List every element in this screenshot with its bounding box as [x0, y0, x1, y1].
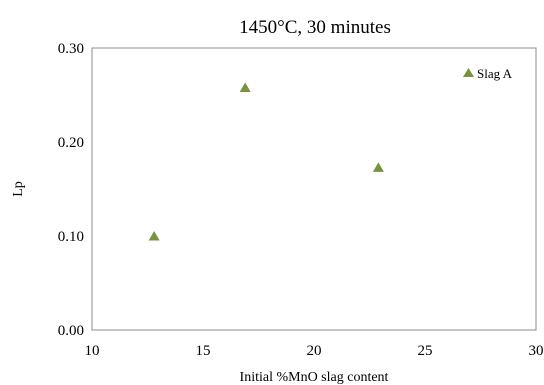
plot-area [91, 47, 537, 331]
x-tick-label: 15 [196, 343, 211, 359]
legend: Slag A [463, 66, 513, 81]
y-axis-label: Lp [11, 181, 26, 197]
x-axis-ticks: 10 15 20 25 30 [85, 343, 544, 359]
y-tick-label: 0.00 [58, 323, 84, 339]
x-tick-label: 10 [85, 343, 100, 359]
x-tick-label: 20 [307, 343, 322, 359]
y-tick-label: 0.20 [58, 135, 84, 151]
data-point [372, 162, 384, 172]
x-tick-label: 30 [529, 343, 544, 359]
y-tick-label: 0.10 [58, 229, 84, 245]
x-axis-label: Initial %MnO slag content [240, 370, 389, 385]
legend-label-slag-a: Slag A [477, 66, 513, 81]
data-point [148, 231, 160, 241]
data-points [148, 82, 384, 241]
data-point [239, 82, 251, 92]
chart-title: 1450°C, 30 minutes [239, 17, 391, 38]
y-axis-ticks: 0.00 0.10 0.20 0.30 [58, 41, 84, 339]
y-tick-label: 0.30 [58, 41, 84, 57]
legend-marker-slag-a [463, 68, 474, 77]
x-tick-label: 25 [418, 343, 433, 359]
